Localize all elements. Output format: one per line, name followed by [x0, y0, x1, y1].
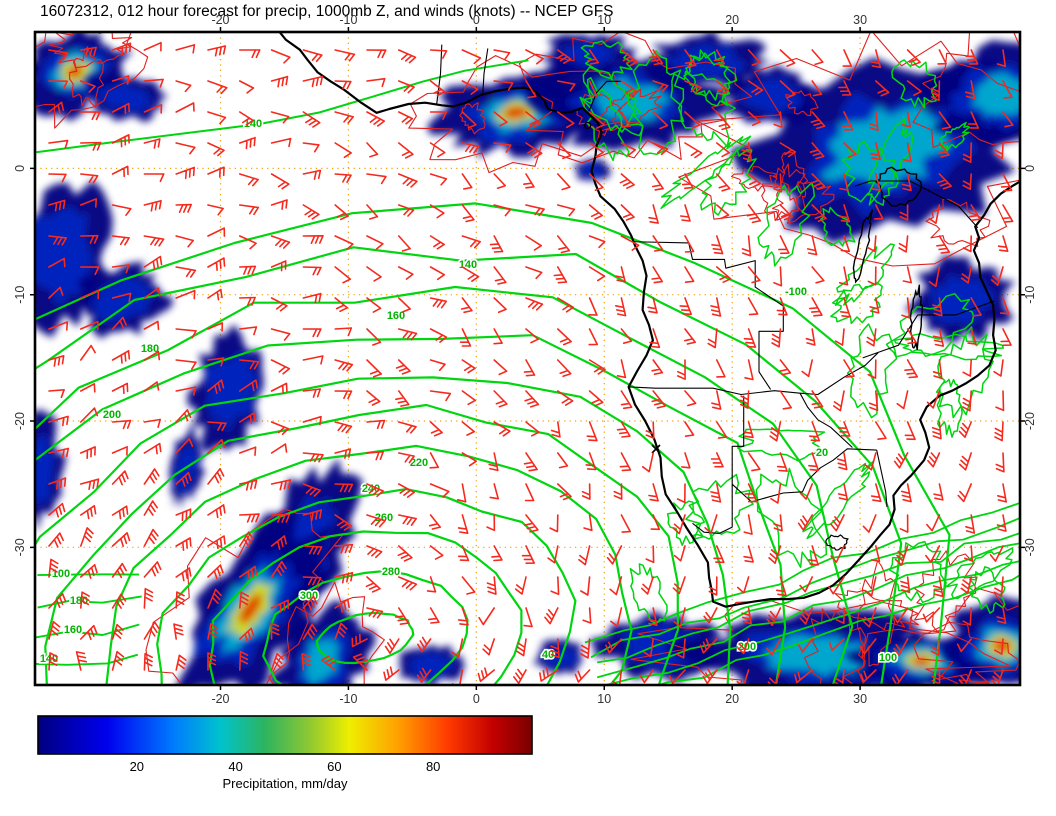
lon-tick-label-bottom: -20: [211, 692, 229, 706]
lon-tick-label-top: 10: [597, 13, 611, 27]
lon-tick-label-top: 20: [725, 13, 739, 27]
colorbar-caption: Precipitation, mm/day: [223, 776, 348, 791]
lat-tick-label-right: -10: [1023, 286, 1037, 304]
colorbar-gradient: [37, 715, 533, 755]
lat-tick-label-left: -10: [13, 286, 27, 304]
contour-label: 180: [70, 595, 88, 607]
lon-tick-label-bottom: 10: [597, 692, 611, 706]
contour-label: 20: [816, 447, 828, 459]
axis-tick-marks: [30, 27, 1025, 690]
lat-tick-label-right: -20: [1023, 412, 1037, 430]
contour-label: -100: [785, 286, 807, 298]
colorbar-tick-label: 40: [228, 759, 242, 774]
x-marker: [651, 444, 661, 454]
lon-tick-label-bottom: 0: [473, 692, 480, 706]
lon-tick-label-bottom: 20: [725, 692, 739, 706]
lat-tick-label-left: -30: [13, 538, 27, 556]
lat-tick-label-right: 0: [1023, 165, 1037, 172]
colorbar-tick-label: 20: [130, 759, 144, 774]
contour-label: 100: [879, 652, 897, 664]
lon-tick-label-top: -20: [211, 13, 229, 27]
wind-barb-layer: [48, 41, 1014, 685]
map-content: 1401601802002202402602803001001801601401…: [35, 32, 1020, 685]
lat-tick-label-right: -30: [1023, 538, 1037, 556]
contour-label: 220: [410, 457, 428, 469]
lon-tick-label-top: 30: [853, 13, 867, 27]
lat-tick-label-left: -20: [13, 412, 27, 430]
colorbar-tick-label: 80: [426, 759, 440, 774]
contour-label: 200: [103, 409, 121, 421]
map-frame: [33, 30, 1022, 687]
colorbar: 20 40 60 80 Precipitation, mm/day: [37, 715, 533, 791]
lon-tick-label-bottom: -10: [339, 692, 357, 706]
contour-label: 160: [64, 624, 82, 636]
lon-tick-label-top: -10: [339, 13, 357, 27]
lon-tick-label-bottom: 30: [853, 692, 867, 706]
chart-title: 16072312, 012 hour forecast for precip, …: [40, 3, 614, 20]
contour-label: 160: [387, 310, 405, 322]
colorbar-tick-label: 60: [327, 759, 341, 774]
coastline-layer: [278, 32, 1020, 608]
lon-tick-label-top: 0: [473, 13, 480, 27]
contour-label: 280: [382, 566, 400, 578]
lat-tick-label-left: 0: [13, 165, 27, 172]
contour-label: 140: [459, 259, 477, 271]
